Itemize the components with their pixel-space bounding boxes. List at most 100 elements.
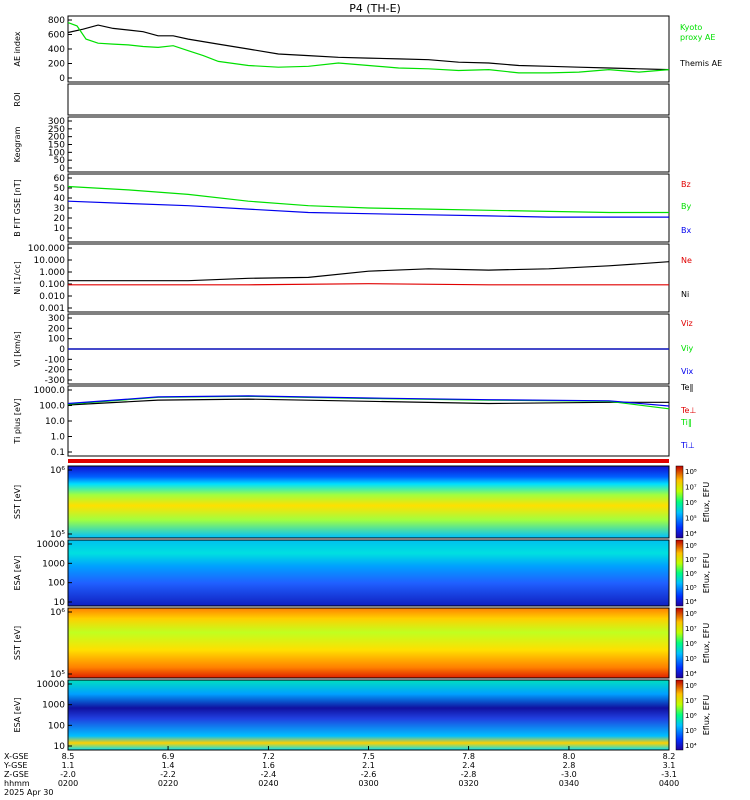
sst-e-ytick-label: 10⁵ — [50, 530, 65, 540]
sst-i-colorbar-tick: 10⁵ — [685, 655, 697, 663]
esa-i-ytick-label: 10000 — [36, 680, 65, 690]
sst-e-colorbar-tick: 10⁸ — [685, 468, 697, 476]
esa-e-colorbar — [675, 539, 684, 607]
sst-i-heatmap — [68, 608, 669, 678]
sst-i-colorbar-tick: 10⁶ — [685, 640, 697, 648]
sst-e-colorbar — [675, 465, 684, 539]
xaxis-tick-label: 0320 — [458, 779, 478, 788]
temperature-ytick-label: 100.0 — [39, 402, 65, 412]
esa-i-ytick-label: 10 — [54, 742, 66, 752]
density-frame — [67, 243, 670, 313]
keogram-ytick-label: 100 — [48, 148, 65, 158]
sst-e-ytick-label: 10⁶ — [50, 466, 65, 476]
xaxis-tick-label: 0300 — [358, 779, 378, 788]
xaxis-row-label: Z-GSE — [4, 770, 29, 779]
temperature-ytick-label: 1000.0 — [34, 386, 66, 396]
sst-e-colorbar-tick: 10⁴ — [685, 530, 697, 538]
xaxis-tick-label: 1.6 — [262, 761, 275, 770]
esa-e-colorbar-tick: 10⁴ — [685, 598, 697, 606]
ae-ytick-label: 0 — [59, 74, 65, 84]
keogram-ytick-label: 0 — [59, 164, 65, 174]
temperature-ytick-label: 1.0 — [51, 433, 66, 443]
velocity-legend-blue: Vix — [681, 367, 694, 376]
ae-ytick-label: 400 — [48, 45, 65, 55]
esa-e-ytick-label: 100 — [48, 579, 65, 589]
xaxis-tick-label: 0220 — [158, 779, 178, 788]
keogram-ytick-label: 250 — [48, 125, 65, 135]
sst-i-colorbar-label: Eflux, EFU — [702, 623, 711, 664]
esa-e-colorbar-tick: 10⁸ — [685, 542, 697, 550]
sst-i-frame — [67, 607, 670, 679]
xaxis-tick-label: 8.5 — [62, 752, 75, 761]
esa-i-colorbar — [675, 679, 684, 751]
sst-i-colorbar-tick: 10⁸ — [685, 610, 697, 618]
density-legend-red: Ne — [681, 256, 692, 265]
bfield-legend-red: Bz — [681, 180, 691, 189]
velocity-legend-red: Viz — [681, 319, 693, 328]
esa-e-ylabel: ESA [eV] — [13, 556, 22, 591]
esa-e-ytick-label: 10 — [54, 598, 66, 608]
esa-e-colorbar-tick: 10⁶ — [685, 570, 697, 578]
temperature-legend-green: Ti‖ — [680, 418, 692, 427]
esa-i-ytick-label: 1000 — [42, 701, 65, 711]
bfield-ytick-label: 10 — [54, 224, 66, 234]
esa-i-ytick-label: 100 — [48, 721, 65, 731]
ae-ytick-label: 600 — [48, 31, 65, 41]
xaxis-tick-label: 8.0 — [563, 752, 576, 761]
keogram-ytick-label: 300 — [48, 117, 65, 127]
sst-i-colorbar-tick: 10⁷ — [685, 625, 697, 633]
temperature-series-ti — [67, 395, 670, 407]
density-ytick-label: 10.000 — [34, 256, 66, 266]
esa-i-colorbar-tick: 10⁷ — [685, 697, 697, 705]
ae-legend-black: Themis AE — [679, 59, 722, 68]
density-ylabel: Ni [1/cc] — [13, 261, 22, 295]
xaxis-row-label: X-GSE — [4, 752, 29, 761]
density-ytick-label: 0.100 — [39, 280, 65, 290]
xaxis-row-label: Y-GSE — [3, 761, 27, 770]
xaxis-row-label: 2025 Apr 30 — [4, 788, 53, 797]
sst-i-ytick-label: 10⁵ — [50, 670, 65, 680]
density-ytick-label: 0.010 — [39, 292, 65, 302]
esa-i-colorbar-tick: 10⁴ — [685, 742, 697, 750]
xaxis-tick-label: 7.5 — [362, 752, 375, 761]
temperature-legend-black: Te‖ — [680, 383, 693, 392]
sst-e-heatmap — [68, 466, 669, 538]
velocity-ytick-label: 100 — [48, 335, 65, 345]
density-ytick-label: 0.001 — [39, 304, 65, 314]
density-legend-black: Ni — [681, 290, 689, 299]
density-series-ne — [68, 283, 669, 286]
temperature-ylabel: Ti plus [eV] — [13, 398, 22, 444]
spectrogram-separator — [68, 459, 669, 463]
xaxis-tick-label: 0200 — [58, 779, 78, 788]
bfield-ytick-label: 40 — [54, 194, 66, 204]
sst-e-colorbar-tick: 10⁷ — [685, 484, 697, 492]
velocity-ytick-label: -200 — [45, 366, 66, 376]
temperature-legend-blue: Ti⊥ — [680, 441, 695, 450]
sst-e-colorbar-tick: 10⁶ — [685, 499, 697, 507]
sst-e-ylabel: SST [eV] — [13, 485, 22, 519]
xaxis-tick-label: 3.1 — [663, 761, 676, 770]
bfield-legend-green: By — [681, 202, 691, 211]
esa-i-colorbar-tick: 10⁵ — [685, 727, 697, 735]
velocity-ylabel: Vi [km/s] — [13, 331, 22, 367]
esa-e-ytick-label: 1000 — [42, 559, 65, 569]
sst-i-ytick-label: 10⁶ — [50, 608, 65, 618]
bfield-series-bx — [67, 200, 669, 218]
keogram-ytick-label: 150 — [48, 141, 65, 151]
esa-e-colorbar-tick: 10⁵ — [685, 584, 697, 592]
keogram-ytick-label: 50 — [54, 156, 66, 166]
xaxis-tick-label: 0340 — [559, 779, 579, 788]
bfield-ytick-label: 50 — [54, 184, 66, 194]
ae-legend-green-2: proxy AE — [680, 33, 715, 42]
esa-i-colorbar-label: Eflux, EFU — [702, 695, 711, 736]
ae-ytick-label: 800 — [48, 16, 65, 26]
xaxis-tick-label: -2.6 — [361, 770, 377, 779]
xaxis-tick-label: 0400 — [659, 779, 679, 788]
sst-e-colorbar-tick: 10⁵ — [685, 515, 697, 523]
sst-e-frame — [67, 465, 670, 539]
keogram-ylabel: Keogram — [13, 126, 22, 162]
velocity-ytick-label: -300 — [45, 376, 66, 386]
ae-series-kyotoproxyae — [67, 22, 670, 74]
esa-i-heatmap — [68, 680, 669, 750]
